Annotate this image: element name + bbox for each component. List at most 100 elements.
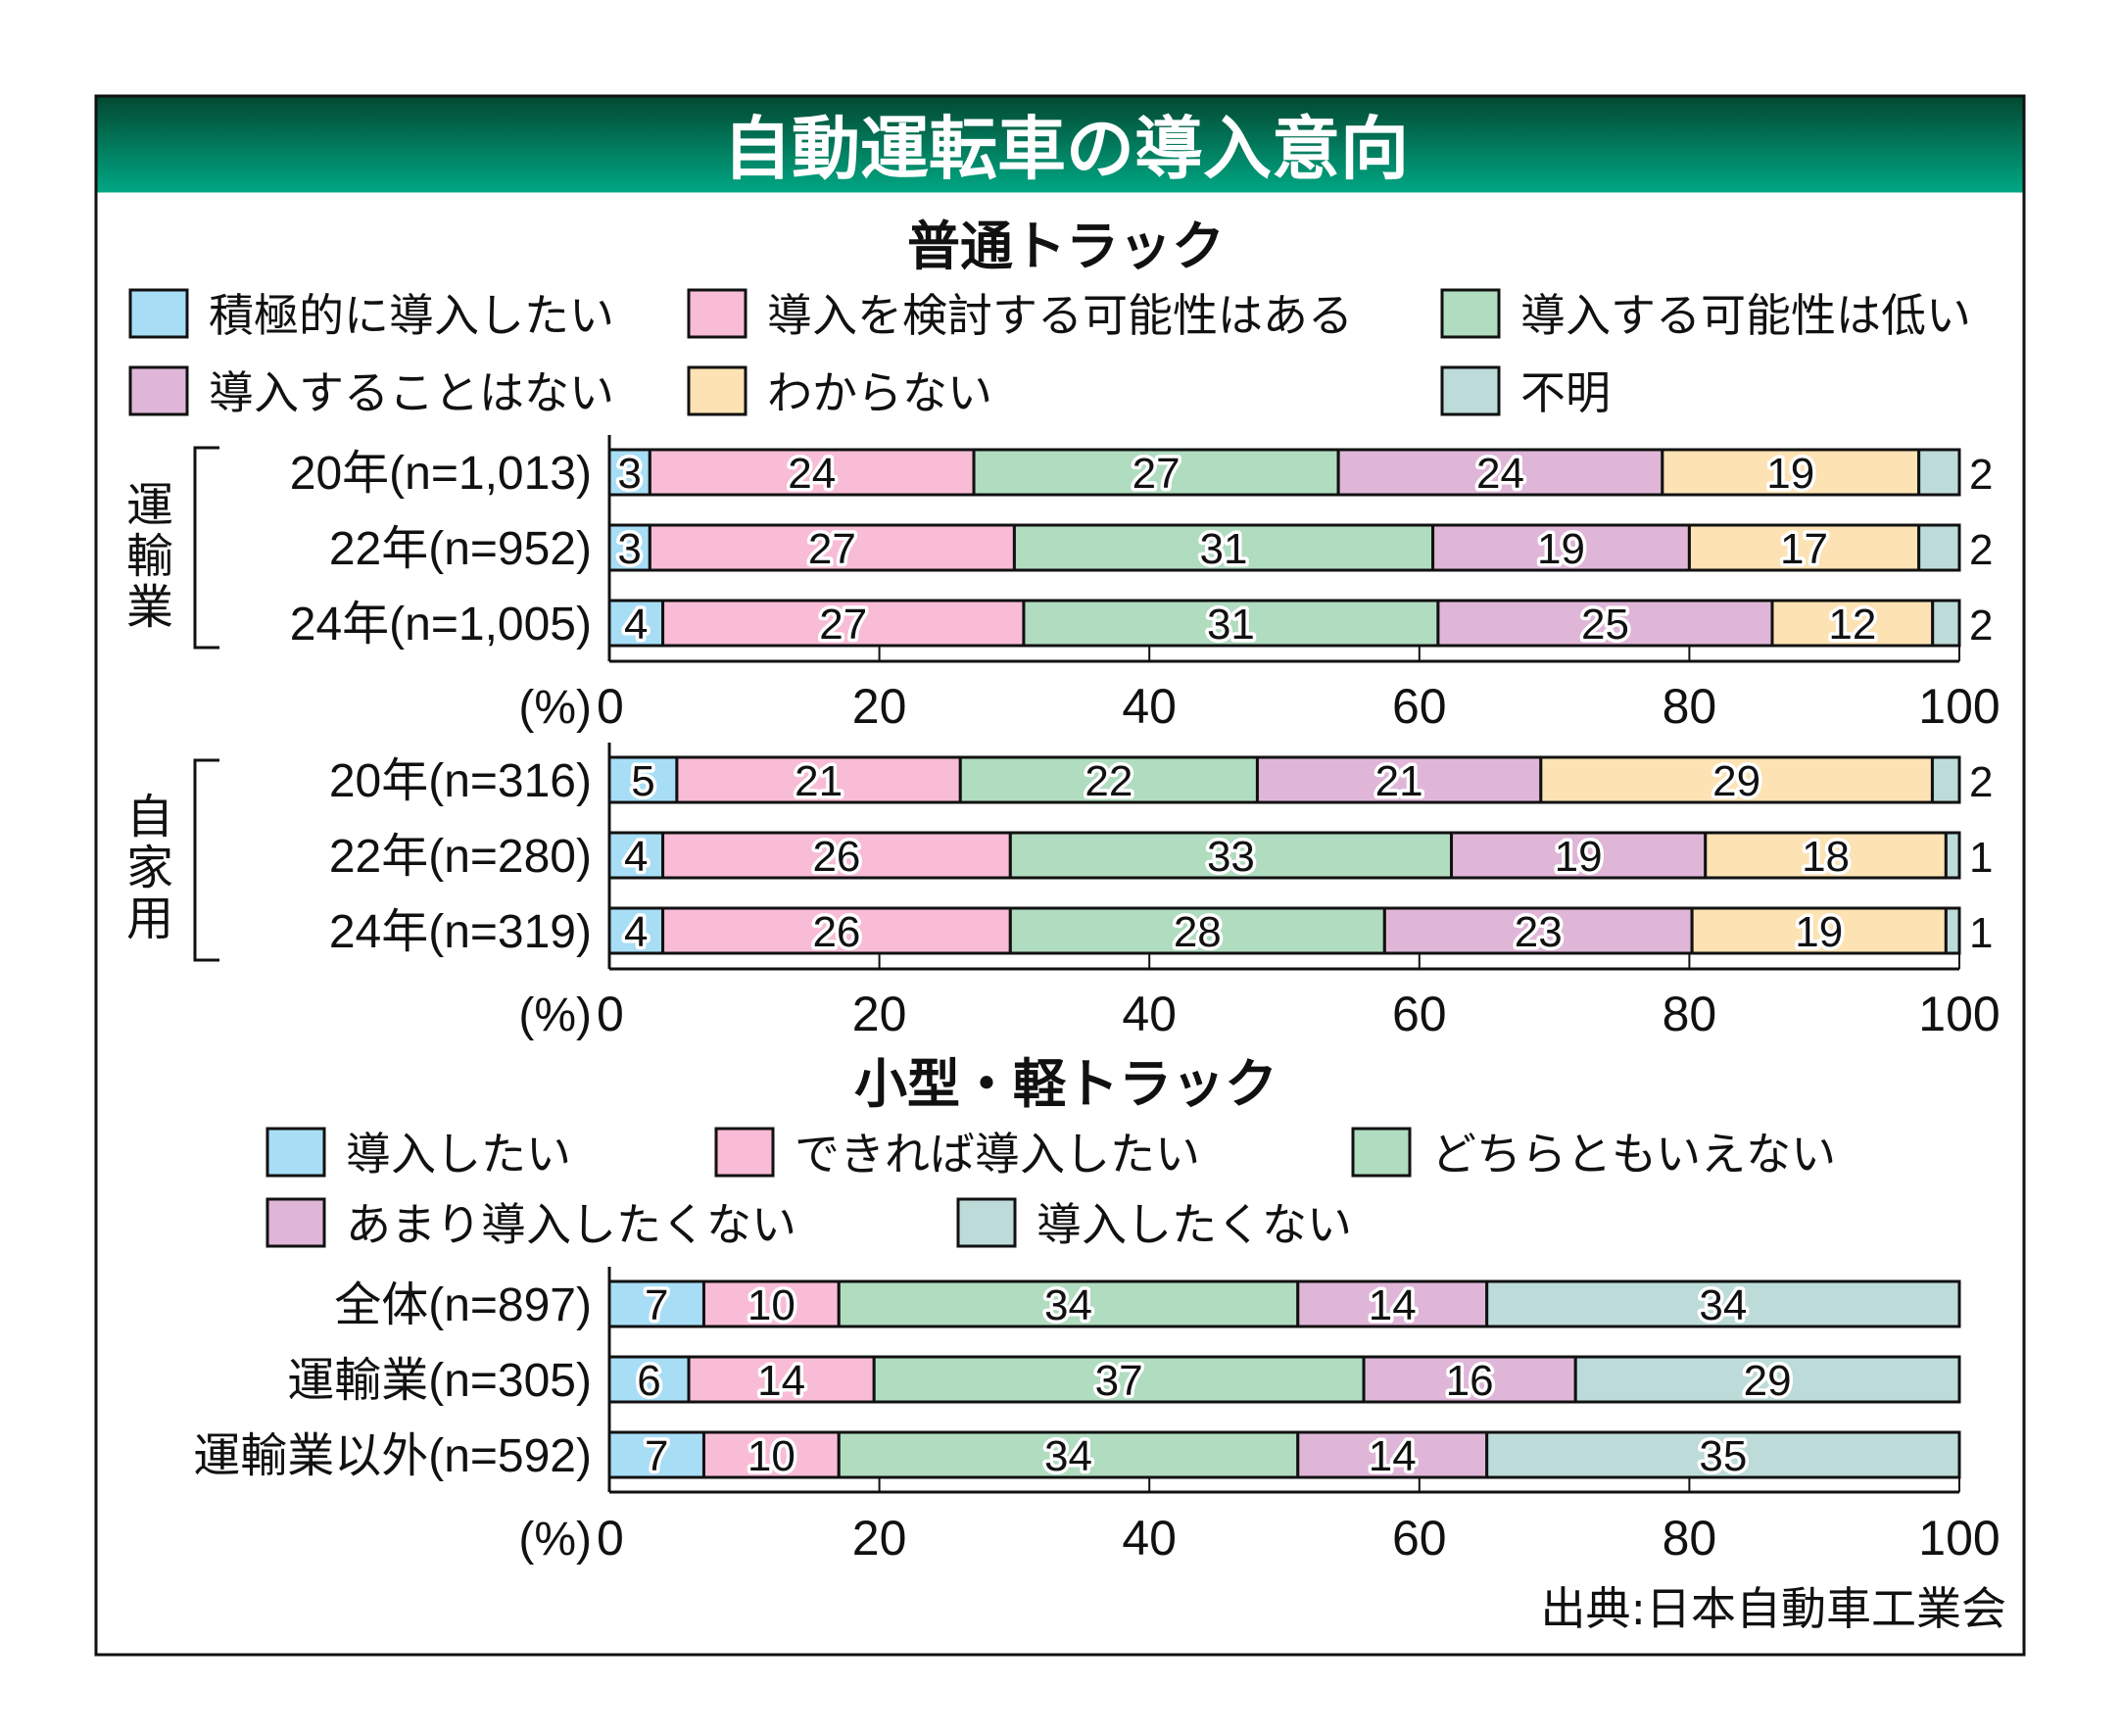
data-label: 27 (808, 525, 856, 573)
bar-segment-green (972, 448, 1340, 497)
bar-segment-purple (1296, 1279, 1489, 1328)
legend-label: 導入する可能性は低い (1520, 289, 1971, 342)
data-label: 14 (757, 1357, 805, 1405)
data-label: 4 (624, 908, 648, 956)
legend-item-1: 積極的に導入したい (128, 288, 614, 342)
x-tick-label: 40 (1122, 1511, 1177, 1566)
legend-item-1: 導入したい (265, 1127, 571, 1181)
data-label: 1 (1969, 909, 1993, 957)
legend-item-6: 不明 (1440, 365, 1611, 419)
bar-segment-orange (1687, 523, 1921, 572)
data-label: 34 (1699, 1281, 1747, 1329)
legend-label: 導入することはない (209, 366, 614, 419)
legend-swatch-teal (1440, 365, 1501, 416)
data-label: 7 (645, 1432, 668, 1480)
legend-label: できれば導入したい (795, 1128, 1200, 1181)
data-label: 23 (1515, 908, 1563, 956)
data-label: 31 (1207, 601, 1255, 649)
bar-row: 20年(n=316) 5 21 22 21 29 2 (329, 754, 1994, 809)
bar-segment-purple (1296, 1430, 1489, 1479)
section-title-small-truck: 小型・軽トラック (854, 1053, 1277, 1115)
bar-segment-orange (1690, 906, 1948, 955)
bar-segment-pink (661, 831, 1012, 880)
bar-segment-blue (607, 755, 679, 804)
bar-segment-teal (1917, 448, 1961, 497)
data-label: 27 (819, 601, 867, 649)
bar-row: 20年(n=1,013) 3 24 27 24 19 2 (290, 447, 1994, 502)
data-label: 25 (1581, 601, 1629, 649)
data-label: 4 (624, 601, 648, 649)
bar-segment-green (837, 1279, 1300, 1328)
data-label: 26 (812, 908, 860, 956)
legend-item-3: 導入する可能性は低い (1440, 288, 1971, 342)
legend-swatch-orange (687, 365, 747, 416)
bar-segment-blue (607, 523, 651, 572)
bar-segment-green (958, 755, 1259, 804)
bar-segment-teal (1485, 1430, 1961, 1479)
legend-item-5: 導入したくない (956, 1197, 1352, 1251)
bar-group-3: 0 20 40 60 80 100 (%) 全体(n=897) 7 10 34 14 34 運輸業(n=3… (193, 1267, 2000, 1566)
row-label: 24年(n=1,005) (290, 599, 592, 651)
bar-segment-blue (607, 1355, 691, 1404)
data-label: 29 (1744, 1357, 1792, 1405)
data-label: 16 (1446, 1357, 1494, 1405)
x-tick-label: 0 (597, 1511, 624, 1566)
row-label: 24年(n=319) (329, 906, 592, 958)
x-tick-label: 80 (1663, 1511, 1717, 1566)
bar-segment-teal (1944, 906, 1961, 955)
data-label: 31 (1200, 525, 1248, 573)
data-label: 33 (1207, 833, 1255, 881)
bar-segment-green (1008, 906, 1386, 955)
bar-row: 22年(n=280) 4 26 33 19 18 1 (329, 830, 1994, 885)
legend-label: 不明 (1520, 366, 1611, 419)
x-tick-label: 0 (597, 987, 624, 1041)
legend-label: 導入したくない (1036, 1198, 1352, 1251)
row-label: 22年(n=280) (329, 831, 592, 883)
bar-segment-green (1008, 831, 1454, 880)
legend-swatch-purple (128, 365, 189, 416)
data-label: 34 (1044, 1432, 1092, 1480)
bar-row: 22年(n=952) 3 27 31 19 17 2 (329, 522, 1994, 577)
data-label: 21 (795, 757, 843, 805)
bracket (193, 446, 219, 650)
row-label: 20年(n=316) (329, 755, 592, 807)
group-label: 運輸業 (126, 478, 173, 635)
data-label: 3 (617, 525, 641, 573)
group-bracket-1: 運輸業 (126, 446, 219, 650)
bar-group-2: 0 20 40 60 80 100 (%) 20年(n=316) 5 21 22 21 29 2 22年(n… (329, 743, 2000, 1041)
data-label: 1 (1969, 834, 1993, 882)
bar-group-1: 0 20 40 60 80 100(%)20年(n=1,013) 3 24 27 24 19 222年… (290, 435, 2000, 734)
data-label: 19 (1766, 450, 1814, 498)
data-label: 29 (1712, 757, 1760, 805)
data-label: 19 (1555, 833, 1603, 881)
data-label: 17 (1780, 525, 1828, 573)
x-axis-unit-label: (%) (518, 989, 592, 1041)
bar-row: 運輸業以外(n=592) 7 10 34 14 35 (193, 1429, 1961, 1484)
legend-item-4: あまり導入したくない (265, 1197, 796, 1251)
legend-label: あまり導入したくない (346, 1198, 796, 1251)
bar-segment-pink (701, 1279, 841, 1328)
data-label: 22 (1085, 757, 1133, 805)
data-label: 2 (1969, 602, 1993, 650)
data-label: 12 (1828, 601, 1876, 649)
plot-area: 0 20 40 60 80 100(%)20年(n=1,013) 3 24 27 24 19 222年… (193, 435, 2000, 1566)
bar-segment-blue (607, 599, 665, 648)
page-title: 自動運転車の導入意向 (723, 109, 1409, 189)
data-label: 3 (617, 450, 641, 498)
row-label: 22年(n=952) (329, 523, 592, 575)
bar-segment-teal (1930, 755, 1961, 804)
legend-swatch-green (1440, 288, 1501, 339)
data-label: 2 (1969, 526, 1993, 574)
data-label: 5 (631, 757, 654, 805)
x-tick-label: 20 (852, 987, 907, 1041)
bar-segment-pink (648, 448, 976, 497)
x-tick-label: 100 (1918, 679, 2000, 734)
legend-label: 導入したい (346, 1128, 571, 1181)
data-label: 2 (1969, 451, 1993, 499)
legend-swatch-pink (687, 288, 747, 339)
bar-segment-purple (1450, 831, 1708, 880)
data-label: 28 (1174, 908, 1222, 956)
legend-swatch-teal (956, 1197, 1017, 1248)
